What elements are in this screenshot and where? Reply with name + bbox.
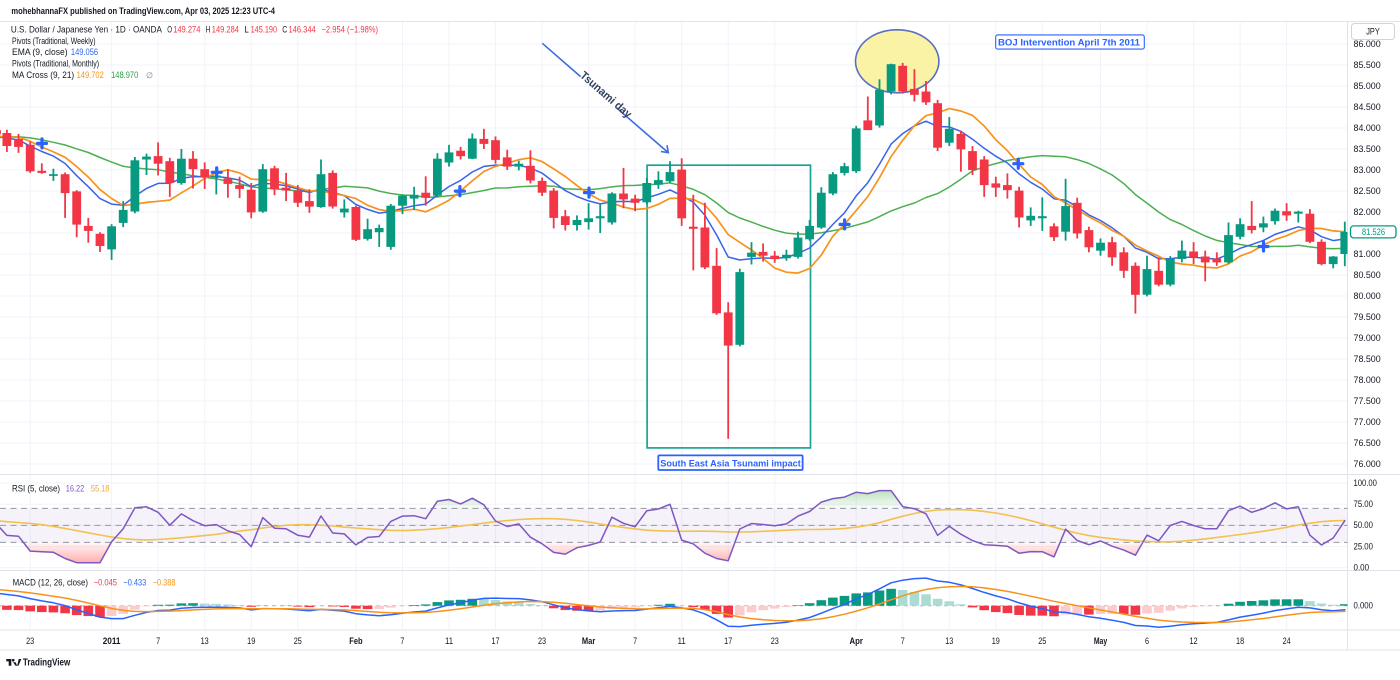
svg-text:23: 23	[26, 636, 34, 646]
svg-text:Pivots (Traditional, Monthly): Pivots (Traditional, Monthly)	[12, 58, 99, 68]
svg-text:U.S. Dollar / Japanese Yen · 1: U.S. Dollar / Japanese Yen · 1D · OANDA	[11, 24, 162, 34]
svg-text:L: L	[244, 24, 248, 34]
svg-text:TradingView: TradingView	[23, 657, 71, 668]
svg-text:17: 17	[491, 636, 499, 646]
svg-text:Pivots (Traditional, Weekly): Pivots (Traditional, Weekly)	[12, 36, 96, 46]
svg-text:83.500: 83.500	[1354, 144, 1381, 154]
svg-text:76.000: 76.000	[1354, 459, 1381, 469]
svg-text:11: 11	[445, 636, 453, 646]
svg-text:79.500: 79.500	[1354, 312, 1381, 322]
svg-text:78.000: 78.000	[1354, 375, 1381, 385]
svg-text:79.000: 79.000	[1354, 333, 1381, 343]
svg-text:145.190: 145.190	[251, 24, 278, 34]
svg-text:77.500: 77.500	[1354, 396, 1381, 406]
svg-text:7: 7	[400, 636, 404, 646]
svg-text:17: 17	[724, 636, 732, 646]
svg-text:23: 23	[771, 636, 779, 646]
svg-text:23: 23	[538, 636, 546, 646]
svg-text:7: 7	[901, 636, 905, 646]
svg-text:RSI (5, close): RSI (5, close)	[12, 483, 60, 493]
svg-text:55.18: 55.18	[91, 483, 110, 493]
svg-text:80.500: 80.500	[1354, 270, 1381, 280]
svg-text:18: 18	[1236, 636, 1244, 646]
svg-text:149.284: 149.284	[212, 24, 239, 34]
svg-text:Apr: Apr	[850, 636, 864, 646]
svg-text:84.000: 84.000	[1354, 123, 1381, 133]
svg-text:78.500: 78.500	[1354, 354, 1381, 364]
svg-text:149.702: 149.702	[77, 70, 104, 80]
svg-text:100.00: 100.00	[1354, 478, 1377, 488]
svg-text:BOJ Intervention April 7th 201: BOJ Intervention April 7th 2011	[998, 37, 1141, 48]
svg-text:149.274: 149.274	[173, 24, 200, 34]
svg-text:C: C	[282, 24, 287, 34]
svg-text:149.056: 149.056	[71, 47, 98, 57]
svg-text:Mar: Mar	[582, 636, 596, 646]
svg-text:JPY: JPY	[1366, 27, 1380, 37]
svg-text:25.00: 25.00	[1354, 541, 1374, 551]
svg-text:148.970: 148.970	[111, 70, 138, 80]
svg-text:−0.433: −0.433	[123, 577, 146, 587]
svg-text:86.000: 86.000	[1354, 39, 1381, 49]
svg-text:80.000: 80.000	[1354, 291, 1381, 301]
svg-text:South East Asia Tsunami impact: South East Asia Tsunami impact	[660, 458, 801, 469]
svg-text:mohebhannaFX published on Trad: mohebhannaFX published on TradingView.co…	[11, 6, 275, 16]
svg-text:H: H	[206, 24, 211, 34]
svg-text:76.500: 76.500	[1354, 438, 1381, 448]
svg-text:50.00: 50.00	[1354, 520, 1374, 530]
svg-text:13: 13	[945, 636, 953, 646]
svg-text:77.000: 77.000	[1354, 417, 1381, 427]
svg-text:7: 7	[156, 636, 160, 646]
svg-text:25: 25	[294, 636, 302, 646]
svg-text:75.00: 75.00	[1354, 499, 1374, 509]
svg-text:146.344: 146.344	[289, 24, 316, 34]
svg-text:85.000: 85.000	[1354, 81, 1381, 91]
svg-text:2011: 2011	[103, 636, 121, 646]
svg-text:MACD (12, 26, close): MACD (12, 26, close)	[13, 577, 88, 587]
svg-text:82.000: 82.000	[1354, 207, 1381, 217]
svg-text:7: 7	[633, 636, 637, 646]
svg-text:25: 25	[1038, 636, 1046, 646]
svg-text:−2.954 (−1.98%): −2.954 (−1.98%)	[322, 24, 379, 34]
svg-text:MA Cross (9, 21): MA Cross (9, 21)	[12, 70, 74, 80]
svg-text:19: 19	[992, 636, 1000, 646]
svg-text:16.22: 16.22	[66, 483, 85, 493]
svg-text:6: 6	[1145, 636, 1149, 646]
svg-text:81.000: 81.000	[1354, 249, 1381, 259]
svg-text:19: 19	[247, 636, 255, 646]
svg-text:82.500: 82.500	[1354, 186, 1381, 196]
svg-text:May: May	[1094, 636, 1108, 646]
svg-text:0.000: 0.000	[1354, 601, 1374, 611]
svg-text:EMA (9, close): EMA (9, close)	[12, 47, 68, 57]
svg-text:−0.388: −0.388	[153, 577, 176, 587]
svg-text:Feb: Feb	[349, 636, 363, 646]
svg-text:83.000: 83.000	[1354, 165, 1381, 175]
svg-text:∅: ∅	[146, 71, 153, 80]
svg-text:O: O	[167, 24, 172, 34]
svg-text:12: 12	[1190, 636, 1198, 646]
svg-text:13: 13	[201, 636, 209, 646]
svg-text:11: 11	[678, 636, 686, 646]
svg-text:0.00: 0.00	[1354, 563, 1370, 573]
svg-text:85.500: 85.500	[1354, 60, 1381, 70]
svg-text:24: 24	[1283, 636, 1291, 646]
svg-text:−0.045: −0.045	[94, 577, 117, 587]
svg-text:84.500: 84.500	[1354, 102, 1381, 112]
svg-text:81.526: 81.526	[1362, 227, 1385, 237]
